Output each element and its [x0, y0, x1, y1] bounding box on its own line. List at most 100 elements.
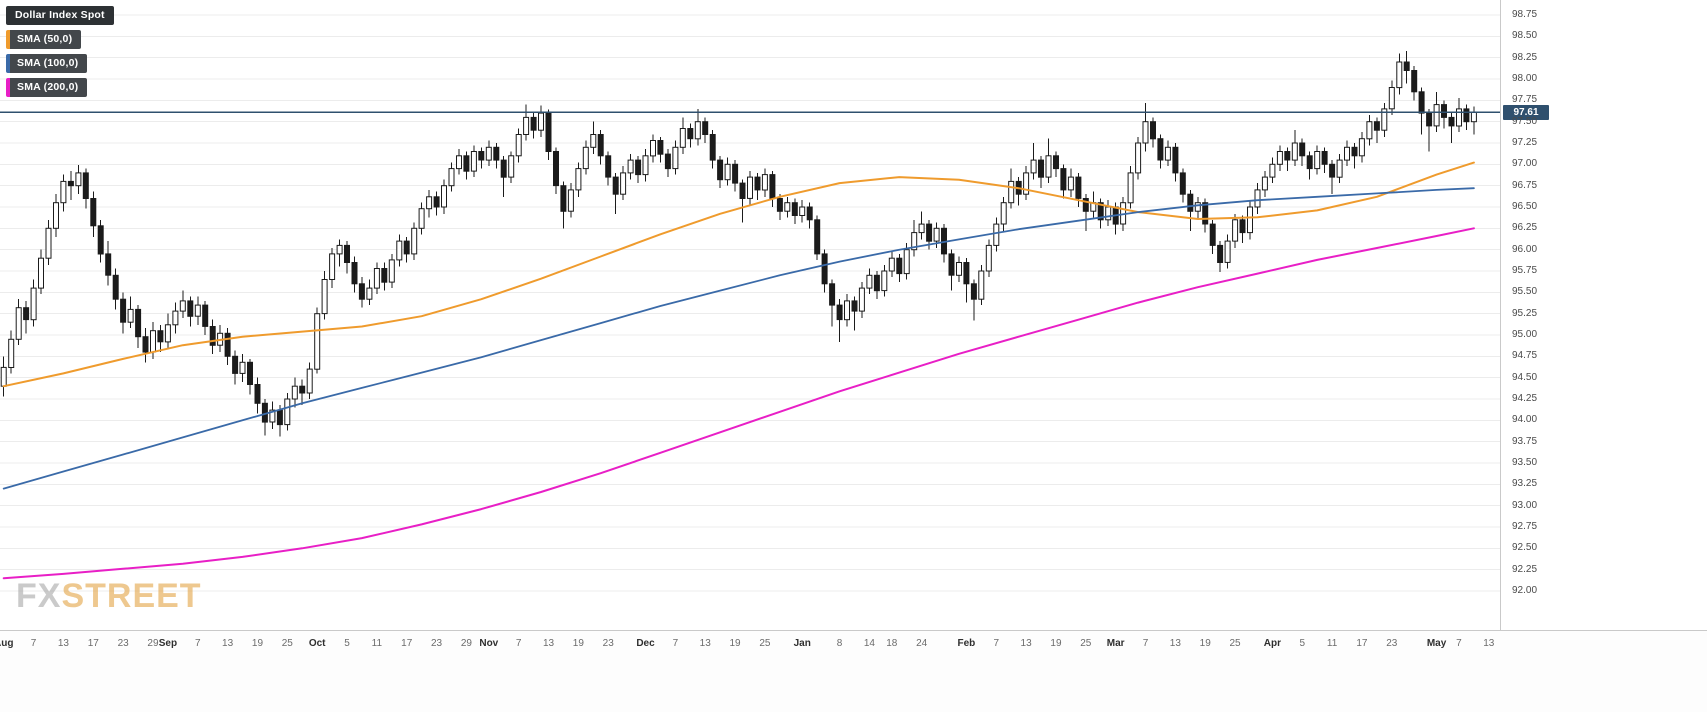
price-tick-label: 98.75 — [1512, 9, 1538, 21]
watermark-street: STREET — [61, 577, 202, 615]
time-tick-label: 23 — [431, 638, 443, 649]
price-tick-label: 96.50 — [1512, 201, 1538, 212]
candles — [0, 50, 1477, 437]
legend-sma-50-label: SMA (50,0) — [17, 33, 73, 45]
price-tick-label: 98.00 — [1512, 73, 1538, 85]
time-tick-month: Feb — [957, 638, 976, 649]
price-tick-label: 94.00 — [1512, 414, 1538, 426]
time-tick-label: 11 — [1326, 638, 1338, 649]
legend-sma-50[interactable]: SMA (50,0) — [6, 30, 82, 49]
sma-200-line — [2, 227, 1475, 580]
price-tick-label: 95.25 — [1512, 307, 1538, 319]
time-tick-label: 7 — [672, 638, 679, 649]
time-tick-label: 14 — [863, 638, 875, 649]
time-tick-label: 23 — [1386, 638, 1398, 649]
price-axis[interactable]: 97.61 98.75 98.50 98.25 98.00 97.75 97.50 97.2… — [1500, 0, 1707, 630]
time-tick-label: 17 — [401, 638, 413, 649]
time-tick-label: 8 — [836, 638, 843, 649]
time-tick-label: 17 — [87, 638, 99, 649]
time-tick-month: Jan — [793, 638, 811, 649]
time-tick-label: 7 — [993, 638, 1000, 649]
time-tick-label: 13 — [542, 638, 555, 649]
time-tick-label: 7 — [30, 638, 37, 649]
time-tick-month: Nov — [479, 638, 499, 649]
time-tick-month: Aug — [0, 638, 14, 649]
price-tick-label: 93.50 — [1512, 457, 1538, 468]
time-axis[interactable]: Aug713172329Sep7131925Oct511172329Nov713… — [0, 630, 1707, 712]
time-tick-month: Apr — [1263, 638, 1281, 649]
time-tick-label: 19 — [729, 638, 741, 649]
last-price-badge: 97.61 — [1503, 104, 1549, 120]
price-tick-label: 98.25 — [1512, 51, 1538, 63]
price-tick-label: 97.00 — [1512, 158, 1538, 170]
legend-sma-200-label: SMA (200,0) — [17, 81, 79, 93]
price-tick-label: 97.50 — [1512, 115, 1538, 127]
time-tick-label: 23 — [117, 638, 129, 649]
price-tick-label: 95.50 — [1512, 286, 1538, 298]
time-tick-month: Oct — [308, 638, 326, 649]
legend-symbol-label: Dollar Index Spot — [15, 9, 105, 21]
time-tick-label: 13 — [1169, 638, 1181, 649]
price-tick-label: 94.25 — [1512, 393, 1538, 404]
legend-symbol[interactable]: Dollar Index Spot — [6, 6, 114, 25]
legend: Dollar Index Spot SMA (50,0) SMA (100,0) S… — [6, 6, 114, 97]
time-tick-month: Mar — [1106, 638, 1125, 649]
time-tick-label: 7 — [1142, 638, 1149, 649]
time-tick-label: 19 — [1199, 638, 1211, 649]
time-tick-label: 13 — [699, 638, 711, 649]
time-tick-label: 23 — [602, 638, 614, 649]
chart-plot[interactable]: FXSTREET Dollar Index Spot SMA (50,0) SMA… — [0, 0, 1500, 630]
time-tick-month: Dec — [636, 638, 655, 649]
fxstreet-watermark: FXSTREET — [16, 577, 202, 616]
time-tick-label: 5 — [1299, 638, 1306, 649]
time-tick-label: 11 — [371, 638, 383, 649]
time-tick-label: 13 — [57, 638, 69, 649]
time-tick-label: 18 — [886, 638, 898, 649]
time-tick-label: 13 — [1483, 638, 1495, 649]
watermark-fx: FX — [16, 577, 62, 615]
legend-sma-100[interactable]: SMA (100,0) — [6, 54, 88, 73]
time-tick-label: 24 — [916, 638, 928, 649]
legend-sma-100-label: SMA (100,0) — [17, 57, 79, 69]
sma-50-line — [2, 161, 1475, 388]
price-tick-label: 93.25 — [1512, 478, 1538, 490]
price-tick-label: 98.50 — [1512, 30, 1538, 42]
price-tick-label: 95.00 — [1512, 329, 1538, 340]
price-tick-label: 96.75 — [1512, 179, 1538, 191]
gridlines — [0, 14, 1500, 592]
candlestick-chart[interactable] — [0, 0, 1500, 630]
time-tick-label: 19 — [1050, 638, 1062, 649]
time-tick-label: 5 — [344, 638, 350, 649]
time-tick-label: 7 — [515, 638, 522, 649]
time-tick-label: 29 — [147, 638, 159, 649]
price-tick-label: 94.50 — [1512, 371, 1538, 383]
time-tick-label: 7 — [1456, 638, 1462, 649]
time-tick-label: 25 — [281, 638, 293, 649]
price-tick-label: 95.75 — [1512, 265, 1538, 276]
price-tick-label: 97.25 — [1512, 137, 1538, 148]
price-tick-label: 92.50 — [1512, 542, 1538, 554]
time-tick-label: 19 — [251, 638, 264, 649]
price-tick-label: 94.75 — [1512, 350, 1538, 362]
time-tick-label: 19 — [572, 638, 584, 649]
time-tick-label: 7 — [194, 638, 201, 649]
price-tick-label: 92.25 — [1512, 563, 1538, 575]
time-tick-month: May — [1426, 638, 1447, 649]
time-tick-label: 17 — [1356, 638, 1368, 649]
sma-100-line — [2, 187, 1475, 490]
price-tick-label: 93.75 — [1512, 435, 1538, 447]
time-tick-label: 25 — [1229, 638, 1241, 649]
price-tick-label: 97.75 — [1512, 94, 1538, 106]
price-tick-label: 96.00 — [1512, 243, 1538, 255]
time-tick-label: 13 — [1020, 638, 1032, 649]
time-tick-label: 13 — [222, 638, 234, 649]
time-tick-label: 25 — [759, 638, 771, 649]
time-tick-month: Sep — [158, 638, 178, 649]
legend-sma-200[interactable]: SMA (200,0) — [6, 78, 88, 97]
time-tick-label: 25 — [1080, 638, 1092, 649]
price-tick-label: 92.75 — [1512, 521, 1538, 532]
time-tick-label: 29 — [460, 638, 472, 649]
price-tick-label: 96.25 — [1512, 222, 1538, 234]
price-tick-label: 93.00 — [1512, 499, 1538, 511]
